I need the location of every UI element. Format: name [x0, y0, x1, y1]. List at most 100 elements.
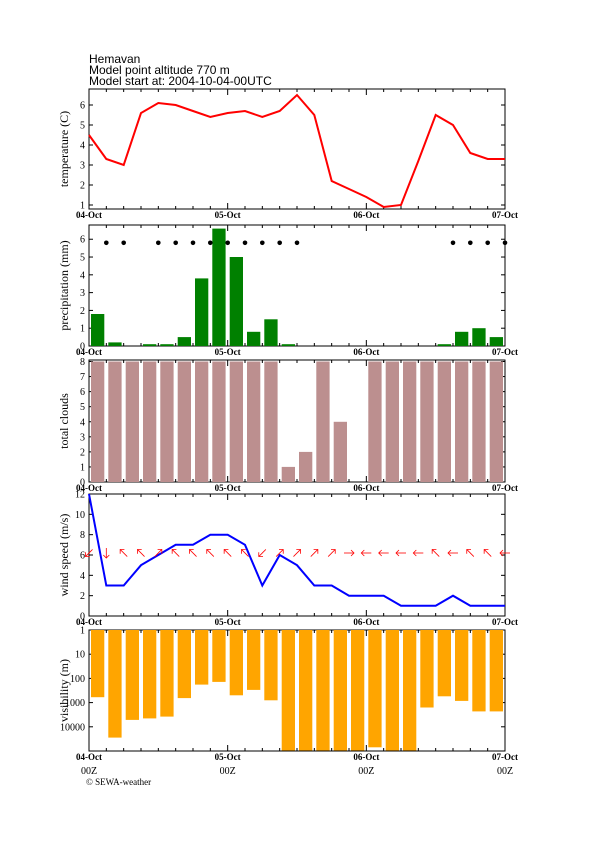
precip-bar: [264, 319, 278, 346]
wind-direction-arrow: [395, 549, 406, 557]
wind-arrow-head: [171, 549, 177, 554]
y-tick-label: 6: [80, 101, 85, 112]
wind-arrow-head: [241, 549, 246, 554]
vis-bar: [299, 630, 313, 751]
y-tick-label: 1: [80, 201, 85, 212]
wind-arrow-head: [412, 549, 417, 557]
wind-direction-arrow: [327, 549, 336, 557]
snow-marker: [260, 240, 265, 246]
altitude-label: Model point altitude 770 m: [89, 63, 230, 77]
clouds-bar: [177, 361, 191, 482]
clouds-bar: [108, 361, 122, 482]
y-tick-label: 12: [75, 490, 85, 501]
x-hour-label: 00Z: [358, 766, 374, 777]
x-date-label: 06-Oct: [353, 347, 379, 357]
y-tick-label: 10: [75, 510, 85, 521]
x-date-label: 04-Oct: [76, 210, 102, 220]
y-tick-label: 2: [80, 447, 85, 458]
vis-bar: [489, 630, 503, 712]
vis-bar: [229, 630, 243, 696]
y-tick-label: 4: [80, 571, 85, 582]
clouds-bar: [160, 361, 174, 482]
wind-arrow-head: [350, 549, 355, 557]
x-date-label: 07-Oct: [492, 347, 518, 357]
snow-marker: [121, 240, 126, 246]
vis-bar: [385, 630, 399, 751]
snow-marker: [156, 240, 161, 246]
y-tick-label: 0: [80, 342, 85, 353]
clouds-bar: [264, 361, 278, 482]
wind-arrow-head: [258, 552, 264, 557]
vis-bar: [455, 630, 469, 701]
precip-bar: [177, 337, 191, 346]
precip-bar: [91, 314, 105, 346]
x-date-label: 05-Oct: [215, 210, 241, 220]
snow-marker: [450, 240, 456, 246]
wind-arrow-shaft: [119, 549, 128, 557]
wind-arrow-shaft: [431, 549, 440, 557]
vis-bar: [212, 630, 226, 682]
snow-marker: [173, 240, 178, 246]
wind-arrow-shaft: [171, 549, 180, 557]
y-tick-label: 6: [80, 551, 85, 562]
y-axis-label: wind speed (m/s): [57, 514, 71, 597]
clouds-bar: [420, 361, 434, 482]
x-date-label: 07-Oct: [492, 617, 518, 627]
y-tick-label: 1: [80, 626, 85, 637]
snow-marker: [104, 240, 109, 246]
y-axis-label: precipitation (mm): [57, 240, 71, 330]
y-tick-label: 4: [80, 141, 85, 152]
wind-arrow-head: [206, 549, 212, 554]
wind-arrow-head: [483, 549, 489, 554]
y-tick-label: 4: [80, 270, 85, 281]
y-tick-label: 2: [80, 306, 85, 317]
clouds-bar: [125, 361, 139, 482]
y-tick-label: 10: [75, 650, 85, 661]
vis-bar: [125, 630, 139, 720]
wind-arrow-shaft: [154, 549, 163, 557]
x-hour-label: 00Z: [81, 766, 97, 777]
wind-arrow-head: [360, 549, 365, 557]
vis-bar: [368, 630, 382, 748]
snow-marker: [485, 240, 491, 246]
clouds-bar: [455, 361, 469, 482]
wind-direction-arrow: [85, 549, 93, 557]
vis-bar: [420, 630, 434, 708]
x-date-label: 05-Oct: [215, 617, 241, 627]
wind-arrow-head: [447, 549, 452, 557]
vis-bar: [316, 630, 330, 751]
snow-marker: [468, 240, 473, 246]
wind-direction-arrow: [378, 549, 389, 557]
y-tick-label: 5: [80, 402, 85, 413]
precip-bar: [247, 331, 261, 346]
x-date-label: 07-Oct: [492, 483, 518, 493]
precip-bar: [229, 257, 243, 346]
snow-marker: [190, 240, 196, 246]
vis-bar: [108, 630, 122, 738]
x-hour-label: 00Z: [497, 766, 513, 777]
clouds-bar: [212, 361, 226, 482]
precip-bar: [195, 278, 209, 346]
wind-direction-arrow: [483, 549, 492, 557]
wind-direction-arrow: [241, 549, 249, 557]
vis-bar: [160, 630, 174, 717]
wind-arrow-shaft: [85, 549, 93, 557]
vis-bar: [195, 630, 209, 685]
wind-direction-arrow: [412, 549, 424, 557]
y-tick-label: 3: [80, 432, 85, 443]
wind-arrow-head: [119, 549, 125, 554]
x-date-label: 05-Oct: [215, 752, 241, 762]
clouds-bar: [437, 361, 451, 482]
wind-direction-arrow: [223, 549, 232, 557]
snow-marker: [502, 240, 508, 246]
wind-arrow-head: [378, 549, 382, 557]
vis-bar: [247, 630, 261, 690]
clouds-bar: [91, 361, 105, 482]
x-date-label: 04-Oct: [76, 752, 102, 762]
clouds-bar: [403, 361, 417, 482]
y-tick-label: 1: [80, 462, 85, 473]
x-date-label: 06-Oct: [353, 483, 379, 493]
y-tick-label: 1000: [65, 698, 85, 709]
wind-arrow-shaft: [189, 549, 197, 557]
